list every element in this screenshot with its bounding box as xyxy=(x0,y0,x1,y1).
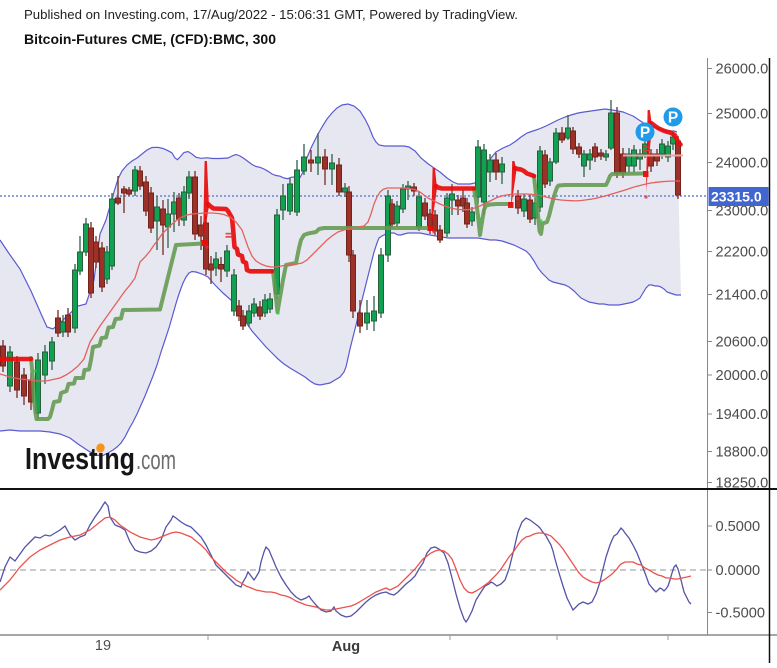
svg-text:Aug: Aug xyxy=(332,639,360,655)
svg-text:0.0000: 0.0000 xyxy=(716,563,761,579)
svg-text:24000.0: 24000.0 xyxy=(716,156,769,172)
svg-text:18250.0: 18250.0 xyxy=(716,476,769,492)
svg-text:18800.0: 18800.0 xyxy=(716,445,769,461)
svg-text:P: P xyxy=(668,110,678,127)
svg-text:Investıng: Investıng xyxy=(25,441,135,476)
svg-text:19400.0: 19400.0 xyxy=(716,407,769,423)
svg-text:23315.0: 23315.0 xyxy=(711,189,762,205)
svg-text:P: P xyxy=(640,125,650,142)
svg-text:Bitcoin-Futures CME, (CFD):BMC: Bitcoin-Futures CME, (CFD):BMC, 300 xyxy=(24,31,276,47)
svg-text:22200.0: 22200.0 xyxy=(716,245,769,261)
svg-text:20000.0: 20000.0 xyxy=(716,368,769,384)
svg-text:19: 19 xyxy=(95,638,111,654)
svg-text:21400.0: 21400.0 xyxy=(716,288,769,304)
svg-text:-0.5000: -0.5000 xyxy=(716,606,766,622)
svg-text:0.5000: 0.5000 xyxy=(716,519,761,535)
svg-text:23000.0: 23000.0 xyxy=(716,204,769,220)
svg-text:Published on Investing.com, 17: Published on Investing.com, 17/Aug/2022 … xyxy=(24,7,518,22)
svg-text:26000.0: 26000.0 xyxy=(716,62,769,78)
svg-text:.com: .com xyxy=(136,445,176,475)
svg-text:25000.0: 25000.0 xyxy=(716,107,769,123)
svg-text:20600.0: 20600.0 xyxy=(716,335,769,351)
